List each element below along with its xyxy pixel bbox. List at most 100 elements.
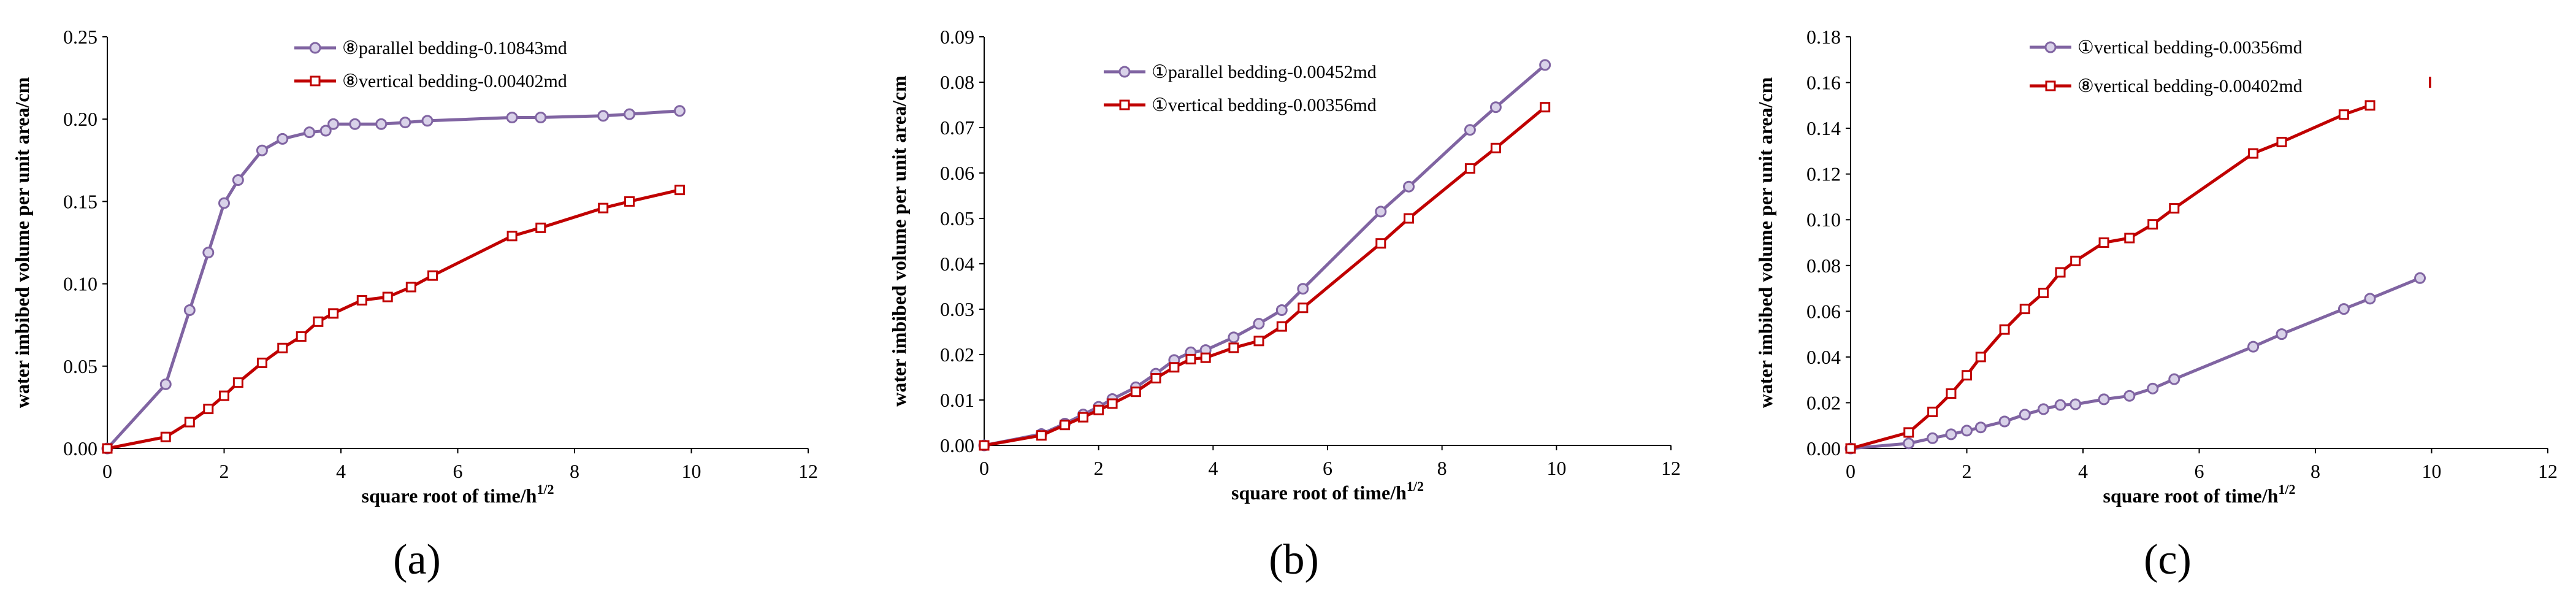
data-point — [2147, 382, 2159, 394]
data-point — [1999, 324, 2010, 335]
data-point — [2169, 203, 2180, 214]
y-tick-label: 0.05 — [63, 355, 97, 377]
panel-label: (a) — [393, 536, 441, 583]
y-tick-label: 0.07 — [940, 117, 974, 139]
data-point — [256, 144, 268, 156]
data-point — [1228, 331, 1240, 344]
panel-a: 0.00 0.05 0.10 0.15 0.20 0.25 0 2 4 6 8 10 12 square … — [11, 26, 818, 583]
data-point — [979, 440, 990, 451]
legend-marker — [310, 75, 321, 87]
data-point — [2019, 304, 2030, 315]
legend-entry: ①vertical bedding-0.00356md — [1152, 95, 1377, 115]
data-point — [1275, 304, 1288, 316]
y-tick-label: 0.04 — [940, 253, 974, 275]
data-point — [1903, 427, 1914, 438]
data-point — [1297, 283, 1309, 295]
y-tick-label: 0.02 — [1806, 391, 1841, 413]
series-line — [107, 188, 681, 450]
legend-marker — [1118, 66, 1131, 78]
series-1 — [101, 105, 686, 455]
data-point — [1490, 142, 1501, 153]
data-point — [624, 196, 635, 207]
data-point — [673, 105, 686, 117]
data-point — [1060, 420, 1071, 431]
x-tick-label: 0 — [1846, 460, 1856, 482]
series-line — [984, 106, 1546, 447]
data-point — [382, 291, 393, 302]
data-point — [183, 304, 196, 317]
legend-entry: ⑧vertical bedding-0.00402md — [2077, 76, 2303, 96]
data-point — [2247, 340, 2260, 353]
data-point — [202, 247, 215, 259]
data-point — [184, 417, 195, 428]
legend: ①parallel bedding-0.00452md ①vertical bed… — [1104, 62, 1377, 115]
y-tick-label: 0.25 — [63, 26, 97, 48]
data-point — [319, 125, 332, 137]
panel-label: (b) — [1269, 536, 1319, 583]
x-tick-label: 10 — [682, 460, 701, 482]
data-point — [1903, 437, 1915, 450]
data-point — [232, 377, 243, 388]
data-point — [427, 270, 438, 281]
data-point — [160, 431, 171, 442]
y-tick-label: 0.06 — [940, 162, 974, 184]
y-tick-label: 0.09 — [940, 26, 974, 48]
x-tick-label: 12 — [2538, 460, 2558, 482]
data-point — [218, 197, 230, 209]
data-point — [203, 404, 214, 415]
data-point — [2054, 399, 2066, 411]
data-point — [1276, 321, 1287, 332]
y-tick-label: 0.10 — [1806, 209, 1841, 231]
y-tick-label: 0.04 — [1806, 346, 1841, 368]
y-tick-label: 0.12 — [1806, 163, 1841, 185]
data-point — [597, 110, 610, 122]
series-line — [1850, 276, 2421, 450]
data-point — [2098, 237, 2109, 248]
data-point — [1998, 415, 2011, 428]
series-2 — [979, 102, 1551, 451]
x-tick-label: 10 — [1546, 457, 1566, 479]
x-axis-label: square root of time/h1/2 — [361, 482, 554, 507]
x-tick-label: 6 — [453, 460, 463, 482]
data-point — [304, 126, 316, 139]
data-point — [102, 443, 113, 454]
data-point — [2276, 328, 2288, 340]
data-point — [1253, 336, 1264, 347]
data-point — [2019, 409, 2031, 421]
y-tick-label: 0.02 — [940, 344, 974, 366]
data-point — [277, 133, 289, 145]
legend-entry: ①parallel bedding-0.00452md — [1152, 62, 1377, 82]
x-tick-label: 8 — [570, 460, 579, 482]
panel-label: (c) — [2144, 536, 2192, 583]
y-tick-label: 0.14 — [1806, 117, 1841, 139]
legend-marker — [2044, 41, 2057, 53]
data-point — [1375, 238, 1386, 249]
x-tick-label: 2 — [220, 460, 229, 482]
data-point — [1464, 163, 1475, 174]
y-axis-label: water imbibed volume per unit area/cm — [888, 75, 910, 407]
x-axis-label: square root of time/h1/2 — [2103, 482, 2295, 507]
y-tick-label: 0.03 — [940, 298, 974, 320]
data-point — [1845, 443, 1856, 454]
panel-c: 0.00 0.02 0.04 0.06 0.08 0.10 0.12 0.14 0.16 0.18… — [1754, 26, 2558, 583]
y-tick-label: 0.16 — [1806, 72, 1841, 94]
data-point — [1927, 406, 1938, 417]
data-point — [2338, 109, 2349, 120]
legend-marker — [2045, 80, 2056, 91]
data-point — [2276, 136, 2287, 147]
legend: ①vertical bedding-0.00356md ⑧vertical bed… — [2030, 37, 2303, 96]
data-point — [2364, 293, 2376, 305]
data-point — [674, 185, 685, 196]
x-tick-label: 6 — [1323, 457, 1332, 479]
data-point — [2147, 219, 2158, 230]
y-tick-label: 0.00 — [63, 437, 97, 460]
data-point — [1200, 352, 1211, 363]
x-tick-label: 0 — [102, 460, 112, 482]
x-tick-label: 4 — [336, 460, 346, 482]
y-axis-label: water imbibed volume per unit area/cm — [11, 77, 33, 408]
data-point — [1945, 428, 1957, 440]
y-tick-label: 0.01 — [940, 389, 974, 411]
x-tick-label: 4 — [1208, 457, 1218, 479]
y-tick-label: 0.00 — [1806, 437, 1841, 460]
